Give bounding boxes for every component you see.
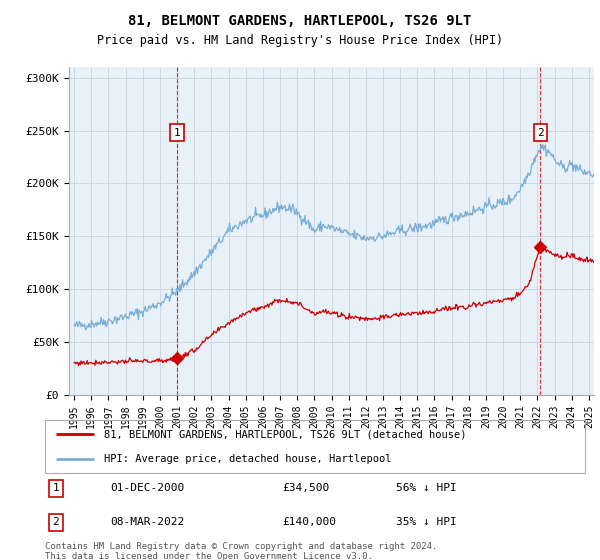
Text: Price paid vs. HM Land Registry's House Price Index (HPI): Price paid vs. HM Land Registry's House … xyxy=(97,34,503,46)
Text: 08-MAR-2022: 08-MAR-2022 xyxy=(110,517,184,527)
Text: 1: 1 xyxy=(174,128,181,138)
Text: Contains HM Land Registry data © Crown copyright and database right 2024.
This d: Contains HM Land Registry data © Crown c… xyxy=(45,542,437,560)
Text: 1: 1 xyxy=(52,483,59,493)
Text: £140,000: £140,000 xyxy=(283,517,337,527)
Text: 2: 2 xyxy=(537,128,544,138)
Text: 2: 2 xyxy=(52,517,59,527)
Text: 81, BELMONT GARDENS, HARTLEPOOL, TS26 9LT (detached house): 81, BELMONT GARDENS, HARTLEPOOL, TS26 9L… xyxy=(104,430,467,440)
Text: £34,500: £34,500 xyxy=(283,483,330,493)
Text: HPI: Average price, detached house, Hartlepool: HPI: Average price, detached house, Hart… xyxy=(104,454,392,464)
Text: 01-DEC-2000: 01-DEC-2000 xyxy=(110,483,184,493)
Text: 35% ↓ HPI: 35% ↓ HPI xyxy=(396,517,457,527)
Text: 56% ↓ HPI: 56% ↓ HPI xyxy=(396,483,457,493)
Text: 81, BELMONT GARDENS, HARTLEPOOL, TS26 9LT: 81, BELMONT GARDENS, HARTLEPOOL, TS26 9L… xyxy=(128,14,472,28)
